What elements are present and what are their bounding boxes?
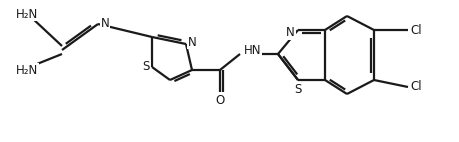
Text: S: S [142, 60, 150, 74]
Text: N: N [285, 26, 294, 39]
Text: Cl: Cl [409, 23, 421, 36]
Text: N: N [188, 36, 196, 49]
Text: O: O [215, 94, 224, 107]
Text: Cl: Cl [409, 81, 421, 93]
Text: S: S [294, 83, 301, 96]
Text: HN: HN [243, 43, 261, 57]
Text: H₂N: H₂N [16, 8, 38, 20]
Text: N: N [101, 16, 110, 30]
Text: H₂N: H₂N [16, 63, 38, 77]
